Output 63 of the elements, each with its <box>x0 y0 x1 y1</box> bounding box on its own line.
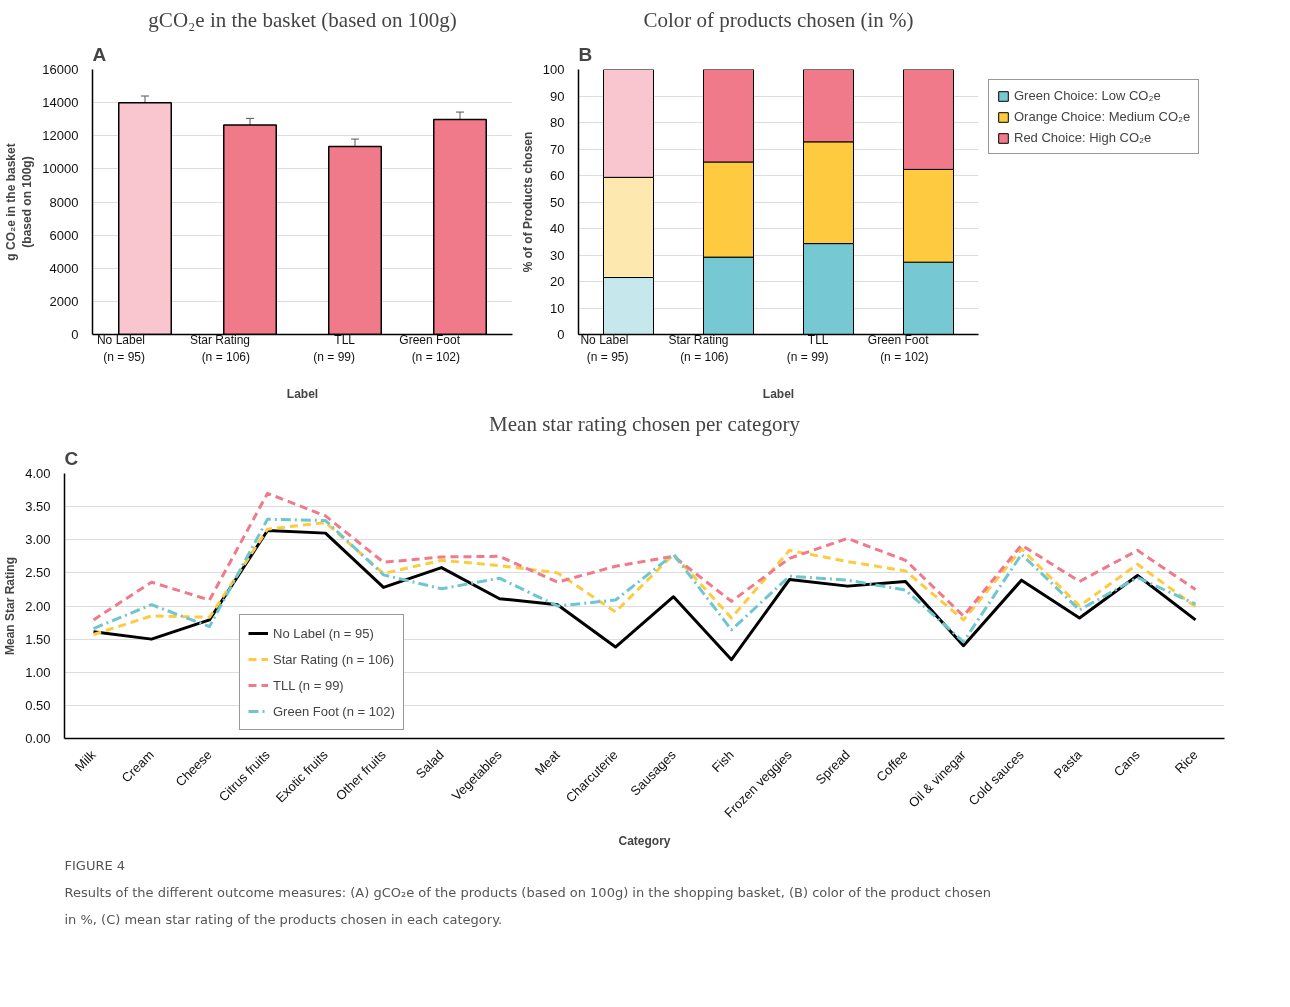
x-tick-label: Star Rating (n = 106) <box>189 333 251 364</box>
y-tick-label: 12000 <box>42 128 79 144</box>
x-tick-label: Rice <box>1171 747 1201 777</box>
x-tick-label: No Label (n = 95) <box>96 333 146 364</box>
y-tick-label: 10000 <box>42 161 79 177</box>
y-tick-label: 0 <box>557 327 565 342</box>
x-tick-label: Fish <box>708 747 737 776</box>
x-tick-label: Star Rating (n = 106) <box>668 333 729 364</box>
text: A <box>92 43 107 65</box>
x-tick-label: Green Foot (n = 102) <box>867 333 930 364</box>
y-tick-label: 80 <box>550 115 565 130</box>
y-tick-label: 30 <box>550 247 565 263</box>
legend-label: TLL (n = 99) <box>273 677 344 693</box>
x-tick-label: TLL (n = 99) <box>313 333 356 364</box>
chart-title: Color of products chosen (in %) <box>643 7 914 32</box>
y-tick-label: 6000 <box>49 227 79 243</box>
y-tick-label: 0.50 <box>25 697 51 713</box>
x-tick-label: No Label (n = 95) <box>580 333 629 364</box>
y-tick-label: 90 <box>550 88 565 104</box>
y-tick-label: 10 <box>550 300 565 316</box>
x-axis-title: Label <box>286 387 319 402</box>
y-tick-label: 3.50 <box>25 499 51 515</box>
y-tick-label: 14000 <box>42 95 79 111</box>
y-tick-label: 2.00 <box>25 598 51 614</box>
text: in %, (C) mean star rating of the products chosen in each category. <box>64 911 503 927</box>
y-tick-label: 3.00 <box>25 532 51 548</box>
y-axis-title: Mean Star Rating <box>3 556 18 656</box>
y-tick-label: 4.00 <box>25 466 51 481</box>
legend-label: Star Rating (n = 106) <box>273 651 395 667</box>
caption: FIGURE 4 <box>64 857 126 873</box>
y-tick-label: 2.50 <box>25 565 51 581</box>
x-axis-title: Label <box>762 387 795 402</box>
text: C <box>64 447 79 469</box>
y-tick-label: 20 <box>550 274 565 289</box>
line-series <box>92 491 1197 622</box>
legend-label: Green Foot (n = 102) <box>273 703 395 719</box>
legend-label: Red Choice: High CO₂e <box>1014 130 1152 145</box>
chart-title: Mean star rating chosen per category <box>489 411 801 436</box>
y-tick-label: 1.00 <box>25 664 51 680</box>
legend-label: Green Choice: Low CO₂e <box>1014 88 1161 103</box>
y-tick-label: 4000 <box>49 260 79 276</box>
y-tick-label: 2000 <box>49 293 79 309</box>
y-tick-label: 60 <box>550 168 565 183</box>
y-axis-title: % of of Products chosen <box>520 131 535 273</box>
y-axis-title: g CO₂e in the basket (based on 100g) <box>3 143 35 261</box>
x-tick-label: Green Foot (n = 102) <box>399 333 461 364</box>
y-tick-label: 0 <box>71 327 79 342</box>
x-axis-title: Category <box>618 833 671 848</box>
legend-label: No Label (n = 95) <box>273 625 374 641</box>
y-tick-label: 50 <box>550 194 565 210</box>
y-tick-label: 8000 <box>49 194 79 210</box>
y-tick-label: 40 <box>550 221 565 236</box>
text: Results of the different outcome measures: (A) gCO₂e of the products (based on 100g) in the shopping basket, (B) color of the product chosen <box>64 884 991 900</box>
chart-title: gCO₂e in the basket (based on 100g) <box>148 7 457 32</box>
legend-label: Orange Choice: Medium CO₂e <box>1014 109 1191 124</box>
y-tick-label: 70 <box>550 141 565 157</box>
y-tick-label: 16000 <box>42 62 79 77</box>
y-tick-label: 1.50 <box>25 631 51 647</box>
x-tick-label: TLL (n = 99) <box>786 333 829 364</box>
x-tick-label: Milk <box>71 746 100 775</box>
y-tick-label: 0.00 <box>25 731 51 746</box>
y-tick-label: 100 <box>542 62 565 77</box>
text: B <box>578 43 593 65</box>
